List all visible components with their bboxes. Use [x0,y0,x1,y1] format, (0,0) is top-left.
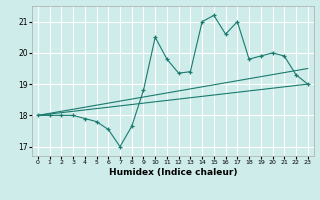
X-axis label: Humidex (Indice chaleur): Humidex (Indice chaleur) [108,168,237,177]
